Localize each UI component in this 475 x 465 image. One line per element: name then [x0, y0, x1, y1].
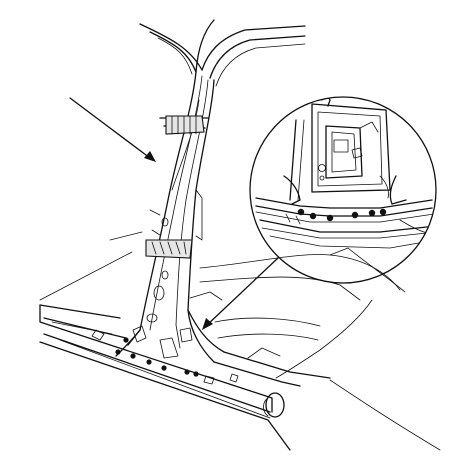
side-sill: [39, 304, 331, 451]
spot-weld-dot-icon: [115, 337, 199, 377]
roof-rail: [139, 19, 306, 87]
floor-panel: [39, 231, 441, 451]
detail-magnifier: [249, 96, 437, 284]
masking-tape-icon: [145, 239, 193, 259]
leader-arrow-icon: [69, 97, 156, 162]
leader-arrow-icon: [202, 257, 279, 330]
masking-tape-icon: [165, 115, 205, 135]
